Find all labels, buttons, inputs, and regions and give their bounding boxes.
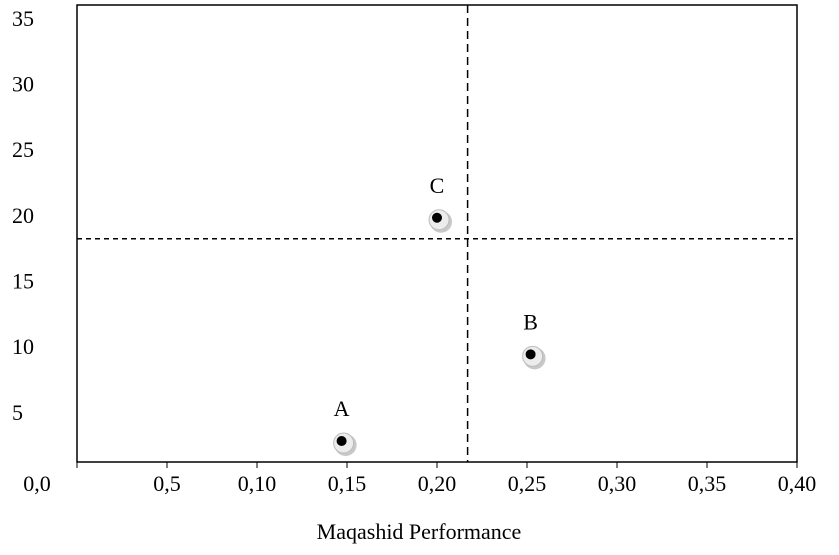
x-tick-label: 0,20 xyxy=(418,471,457,496)
x-axis-label: Maqashid Performance xyxy=(317,519,522,544)
y-tick-label: 25 xyxy=(12,137,34,162)
y-tick-label: 15 xyxy=(12,268,34,293)
x-tick-label: 0,30 xyxy=(598,471,637,496)
y-tick-label: 35 xyxy=(12,6,34,31)
x-tick-label: 0,5 xyxy=(153,471,181,496)
y-tick-label: 5 xyxy=(12,400,23,425)
y-tick-label: 10 xyxy=(12,334,34,359)
x-tick-label: 0,15 xyxy=(328,471,367,496)
point-label: B xyxy=(523,309,538,334)
x-tick-label: 0,40 xyxy=(778,471,817,496)
point xyxy=(525,349,536,360)
plot-frame xyxy=(76,4,798,463)
x-tick-label: 0,10 xyxy=(238,471,277,496)
y-tick-label: 20 xyxy=(12,203,34,228)
y-tick-label: 30 xyxy=(12,71,34,96)
point-label: C xyxy=(430,173,445,198)
point xyxy=(432,212,442,223)
point xyxy=(336,435,347,446)
x-tick-label: 0,35 xyxy=(688,471,727,496)
point-label: A xyxy=(334,396,350,421)
x-tick-label: 0,0 xyxy=(23,471,51,496)
x-tick-label: 0,25 xyxy=(508,471,547,496)
